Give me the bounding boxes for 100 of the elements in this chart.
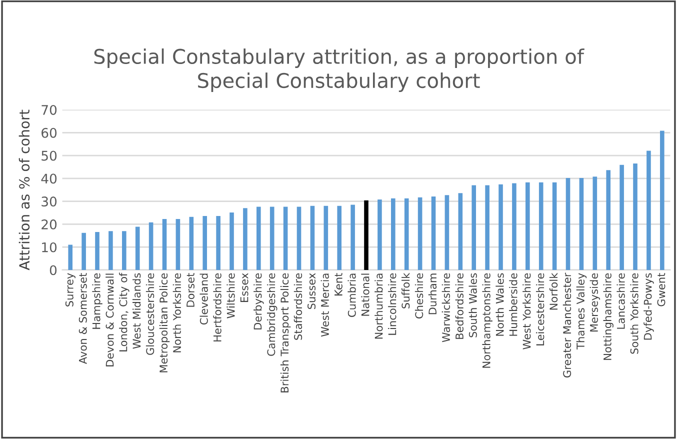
bar <box>538 182 544 270</box>
x-tick-label: Hertfordshire <box>213 273 222 342</box>
y-tick-label: 30 <box>42 196 57 207</box>
x-tick-label: Wiltshire <box>226 273 235 318</box>
bar <box>592 176 598 270</box>
x-tick-label: Leicestershire <box>536 273 544 346</box>
x-tick-label: Humberside <box>509 273 518 336</box>
bar <box>485 185 490 270</box>
bar <box>620 164 624 270</box>
bar <box>95 232 100 270</box>
bar <box>350 204 355 270</box>
bar <box>202 216 208 270</box>
x-tick-label: Warwickshire <box>442 273 450 342</box>
bar <box>189 216 194 270</box>
x-tick-label: South Wales <box>468 273 477 338</box>
bar <box>68 244 73 270</box>
x-tick-label: Northumbria <box>374 274 383 339</box>
y-tick-label: 50 <box>42 150 57 161</box>
x-tick-label: North Wales <box>496 273 504 336</box>
bar <box>566 178 570 270</box>
y-tick-label: 20 <box>42 219 57 230</box>
x-tick-label: Devon & Cornwall <box>106 274 114 366</box>
x-tick-label: London, City of <box>119 272 130 352</box>
x-tick-label: Lincolnshire <box>388 273 396 335</box>
bar <box>404 198 409 270</box>
bar <box>633 164 638 270</box>
bar <box>431 196 436 270</box>
x-tick-label: Cheshire <box>414 273 424 318</box>
bar <box>283 206 288 270</box>
bar <box>472 185 476 270</box>
x-tick-label: Hampshire <box>92 273 102 329</box>
x-tick-label: Cleveland <box>200 274 208 325</box>
x-tick-label: Gloucestershire <box>146 273 154 355</box>
x-tick-label: Essex <box>240 273 248 302</box>
bar <box>310 206 315 270</box>
x-tick-label: British Transport Police <box>280 273 291 392</box>
bar <box>444 195 450 270</box>
x-tick-label: Norfolk <box>549 272 558 310</box>
x-tick-label: Dorset <box>186 273 194 307</box>
x-tick-label: Suffolk <box>402 272 410 308</box>
bar <box>216 216 220 270</box>
chart-title: Special Constabulary attrition, as a proportion of Special Constabulary cohort <box>94 48 584 92</box>
bar <box>337 206 342 270</box>
bar <box>418 197 422 270</box>
y-tick-label: 0 <box>50 265 57 276</box>
bar <box>82 232 86 270</box>
x-tick-label: Gwent <box>657 273 666 306</box>
x-tick-label: Thames Valley <box>576 273 587 350</box>
x-tick-label: North Yorkshire <box>172 273 182 352</box>
bar <box>108 231 113 270</box>
x-tick-label: Lancashire <box>616 273 625 329</box>
x-tick-label: National <box>361 274 370 316</box>
bar <box>552 182 557 270</box>
bar <box>512 183 516 270</box>
x-tick-label: Sussex <box>308 273 316 310</box>
y-tick-label: 70 <box>42 104 57 115</box>
y-tick-label: 40 <box>41 174 57 184</box>
x-tick-label: Cumbria <box>348 274 356 317</box>
x-tick-label: Greater Manchester <box>562 272 572 378</box>
x-tick-label: Kent <box>334 273 342 296</box>
bar <box>378 199 382 270</box>
x-tick-label: Dyfed-Powys <box>644 273 654 340</box>
bar <box>135 226 140 270</box>
bar <box>148 222 154 270</box>
bar <box>526 182 530 270</box>
bar <box>176 218 180 270</box>
x-tick-label: Durham <box>428 274 437 314</box>
bar <box>391 198 396 270</box>
y-tick-label: 10 <box>42 242 57 252</box>
bar <box>270 206 274 270</box>
bar <box>660 130 664 270</box>
y-axis-title: Attrition as % of cohort <box>18 110 30 270</box>
bar <box>458 193 463 270</box>
bar <box>162 218 167 270</box>
y-tick-label: 60 <box>42 128 57 138</box>
x-tick-label: Avon & Somerset <box>78 273 87 364</box>
x-tick-label: Northamptonshire <box>482 273 492 368</box>
x-tick-label: West Midlands <box>132 273 141 349</box>
x-tick-label: West Mercia <box>320 274 329 337</box>
bar <box>498 184 503 270</box>
x-tick-label: Metropolitan Police <box>159 273 170 372</box>
bar <box>364 200 368 270</box>
bar <box>230 212 234 270</box>
x-tick-label: Merseyside <box>590 273 600 332</box>
bar <box>579 178 584 270</box>
x-tick-label: Nottinghamshire <box>603 273 614 360</box>
bar <box>243 208 248 270</box>
bar <box>646 150 651 270</box>
x-tick-label: Staffordshire <box>294 273 302 340</box>
bar <box>324 206 328 270</box>
x-tick-label: Cambridgeshire <box>267 273 278 356</box>
bar <box>256 206 261 270</box>
bar <box>296 206 302 270</box>
x-tick-label: Bedfordshire <box>455 273 464 339</box>
x-tick-label: West Yorkshire <box>522 273 531 350</box>
x-tick-label: South Yorkshire <box>630 273 638 354</box>
x-tick-label: Derbyshire <box>254 273 264 330</box>
bar <box>606 170 611 270</box>
bar <box>122 231 126 270</box>
x-tick-label: Surrey <box>65 273 76 306</box>
